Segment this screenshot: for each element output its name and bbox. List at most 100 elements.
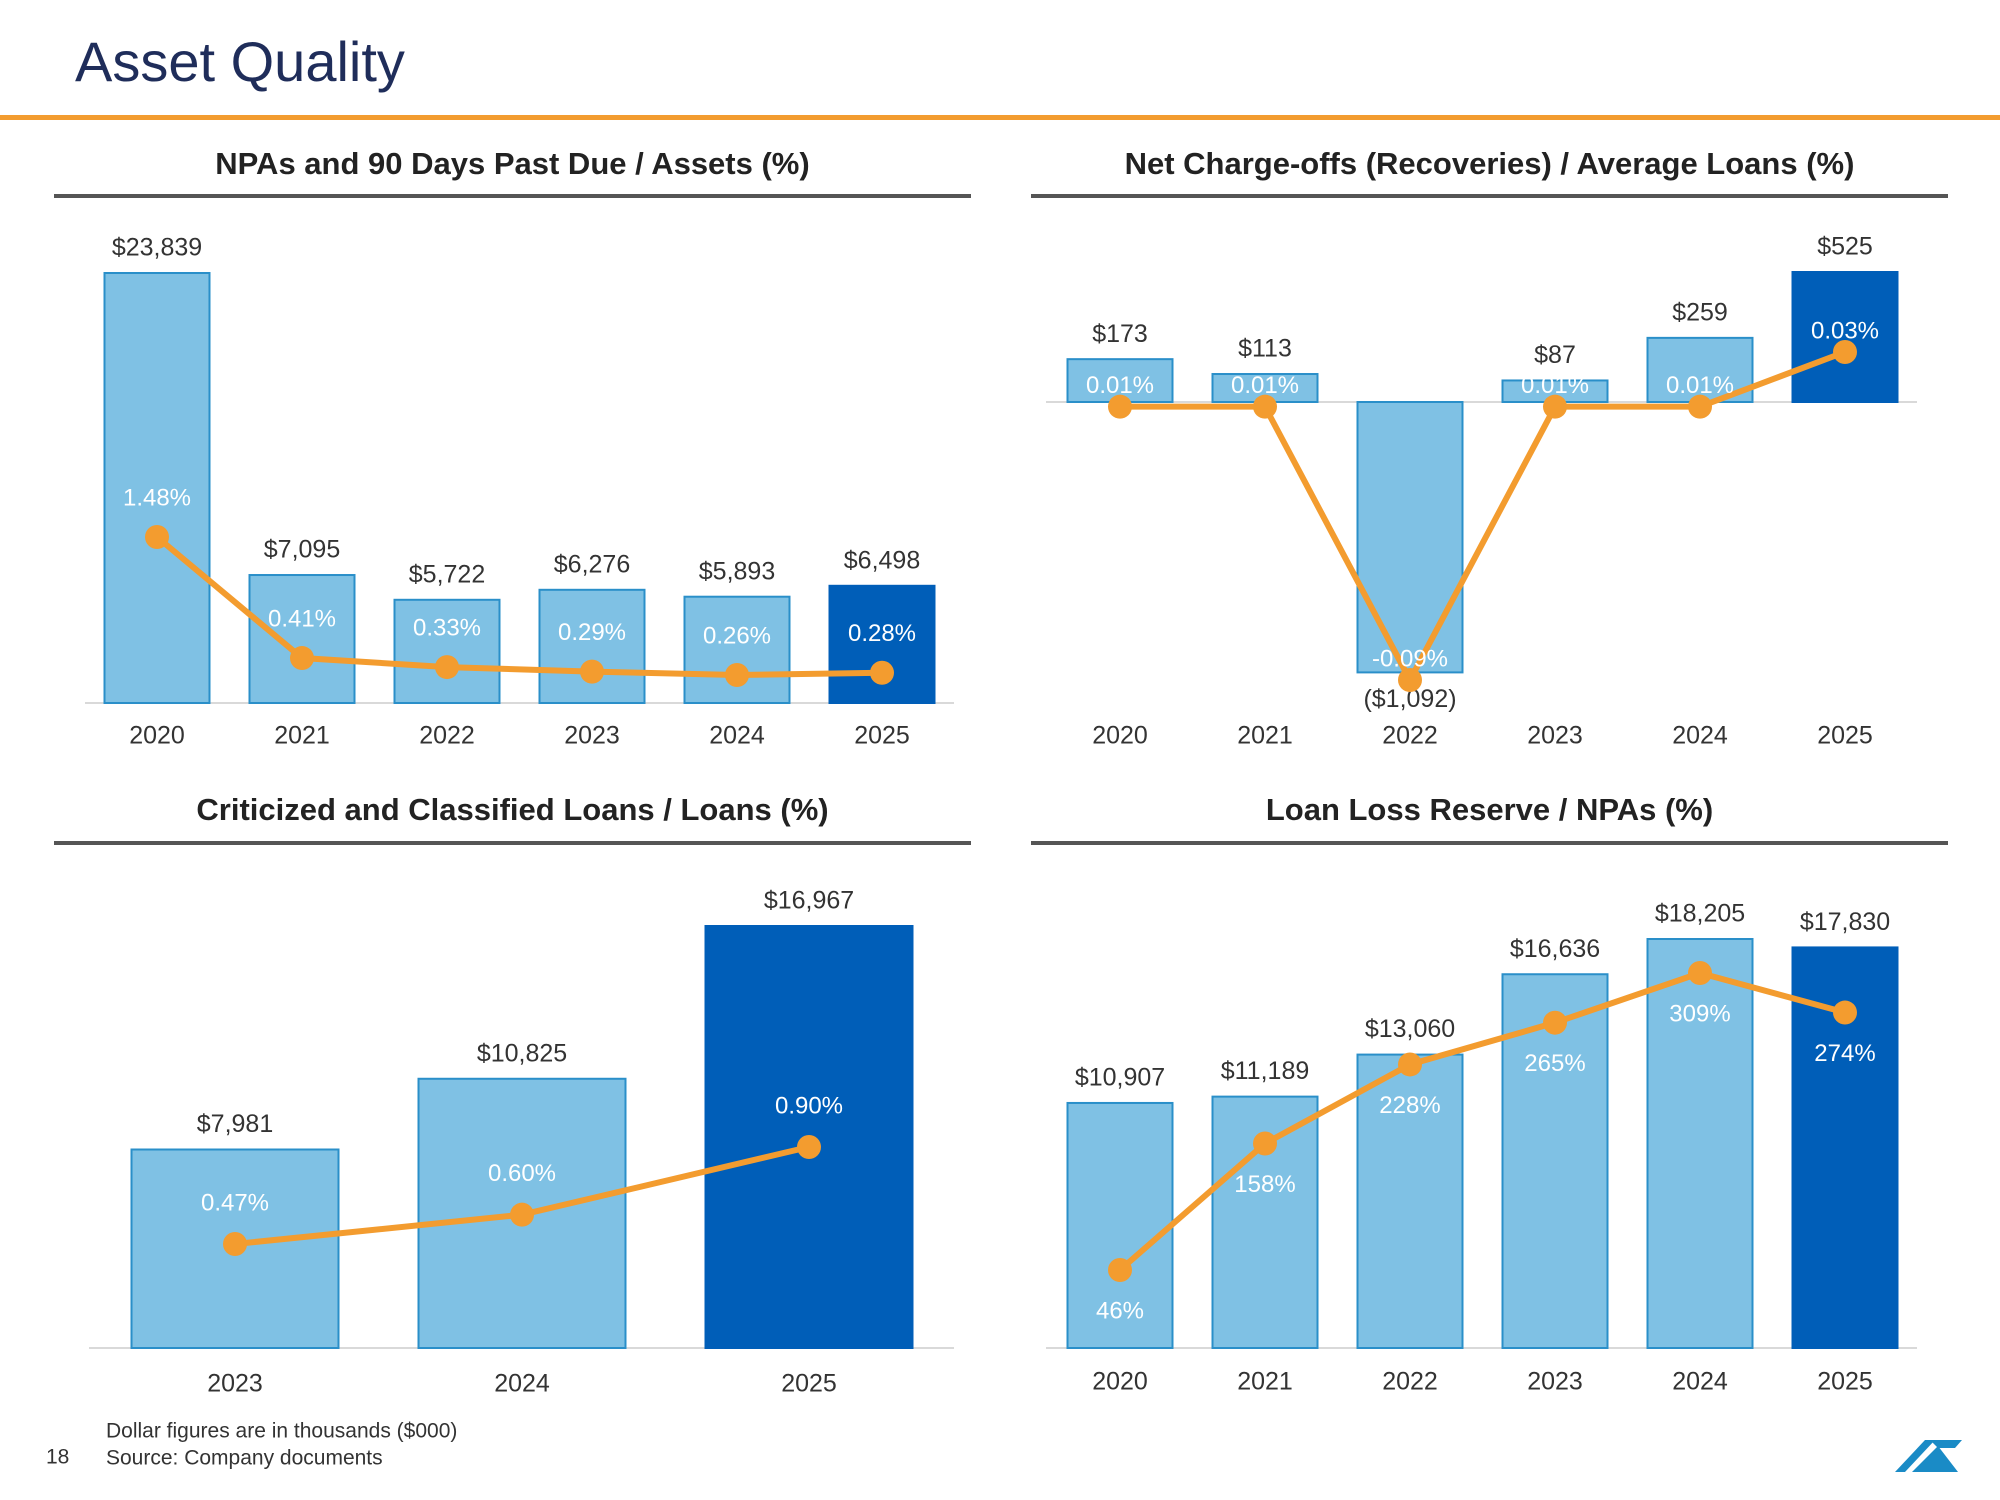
x-tick-label: 2023 — [564, 722, 620, 750]
line-point — [1543, 1010, 1567, 1035]
bar-value-label: $10,907 — [1075, 1064, 1165, 1092]
line — [1118, 969, 1846, 1273]
bar-value-label: $6,276 — [554, 550, 630, 578]
x-tick-label: 2023 — [207, 1370, 263, 1398]
bar-value-label: $23,839 — [112, 234, 202, 262]
bar-value-label: $18,205 — [1655, 900, 1745, 928]
chart-title: Criticized and Classified Loans / Loans … — [196, 792, 828, 827]
line-point — [870, 660, 894, 685]
line — [155, 534, 883, 679]
line-point — [797, 1135, 821, 1159]
bar-value-label: $5,893 — [699, 557, 775, 585]
bar-value-label: $10,825 — [477, 1039, 567, 1067]
x-tick-label: 2024 — [709, 722, 765, 750]
page-number: 18 — [46, 1446, 69, 1469]
x-tick-label: 2023 — [1527, 1368, 1583, 1396]
line-value-label: 274% — [1814, 1040, 1875, 1067]
line-point — [1108, 1258, 1132, 1282]
chart-title: Net Charge-offs (Recoveries) / Average L… — [1125, 146, 1855, 181]
line-value-label: -0.09% — [1372, 645, 1448, 672]
line-point — [1688, 394, 1712, 419]
line-value-label: 0.41% — [268, 605, 336, 632]
x-tick-label: 2024 — [494, 1370, 550, 1398]
line-value-label: 0.26% — [703, 622, 771, 649]
logo — [1895, 1440, 1962, 1472]
line-value-label: 0.01% — [1666, 372, 1734, 399]
x-tick-label: 2025 — [854, 722, 910, 750]
x-tick-label: 2025 — [1817, 722, 1873, 750]
line-point — [1398, 1052, 1422, 1077]
bar — [1356, 401, 1464, 674]
bar — [1066, 1101, 1174, 1350]
x-tick-label: 2021 — [1237, 1368, 1293, 1396]
line — [1120, 349, 1847, 687]
title-underline — [1031, 194, 1948, 198]
chart-title: NPAs and 90 Days Past Due / Assets (%) — [215, 146, 809, 181]
x-tick-label: 2020 — [1092, 1368, 1148, 1396]
x-tick-label: 2022 — [1382, 722, 1438, 750]
line-value-label: 0.28% — [848, 620, 916, 647]
x-tick-label: 2025 — [781, 1370, 837, 1398]
line-value-label: 0.03% — [1811, 317, 1879, 344]
x-tick-label: 2020 — [129, 722, 185, 750]
bar — [1791, 271, 1899, 403]
bar — [103, 272, 211, 704]
bar-value-label: $16,967 — [764, 887, 854, 915]
line-value-label: 46% — [1096, 1297, 1144, 1324]
line-point — [435, 655, 459, 680]
bar — [1501, 973, 1609, 1349]
bar-value-label: $11,189 — [1221, 1057, 1310, 1085]
bar-value-label: $7,981 — [197, 1110, 273, 1138]
line-value-label: 265% — [1524, 1050, 1585, 1077]
bar-value-label: $113 — [1238, 335, 1292, 363]
line-value-label: 0.60% — [488, 1160, 556, 1187]
line-value-label: 0.33% — [413, 614, 481, 641]
bar — [248, 574, 356, 705]
bar — [538, 588, 646, 705]
line-point — [1833, 1000, 1857, 1025]
line-point — [510, 1202, 534, 1227]
x-tick-label: 2021 — [274, 722, 330, 750]
line-point — [1833, 340, 1857, 364]
line-point — [580, 659, 604, 684]
bar-value-label: $173 — [1092, 320, 1148, 348]
line-value-label: 0.01% — [1521, 372, 1589, 399]
bar-value-label: $87 — [1534, 341, 1576, 369]
line-point — [725, 663, 749, 687]
line-point — [1253, 394, 1277, 419]
line-value-label: 1.48% — [123, 484, 191, 511]
bar-value-label: $7,095 — [264, 536, 340, 564]
title-underline — [54, 194, 971, 198]
bar-value-label: $525 — [1817, 233, 1873, 261]
line-point — [1398, 668, 1422, 692]
bar-value-label: $17,830 — [1800, 908, 1890, 936]
x-tick-label: 2024 — [1672, 1368, 1728, 1396]
line-value-label: 309% — [1669, 1000, 1730, 1027]
line-value-label: 0.29% — [558, 619, 626, 646]
line-value-label: 0.90% — [775, 1092, 843, 1119]
title-underline — [54, 841, 971, 845]
x-tick-label: 2022 — [1382, 1368, 1438, 1396]
line-value-label: 0.47% — [201, 1189, 269, 1216]
slide-title: Asset Quality — [75, 30, 405, 93]
footnote: Source: Company documents — [106, 1447, 383, 1470]
line-point — [1688, 961, 1712, 985]
line-value-label: 0.01% — [1231, 372, 1299, 399]
bar-value-label: $16,636 — [1510, 935, 1600, 963]
x-tick-label: 2025 — [1817, 1368, 1873, 1396]
line-point — [1543, 394, 1567, 419]
chart-title: Loan Loss Reserve / NPAs (%) — [1266, 792, 1713, 827]
line-point — [290, 646, 314, 671]
footnote: Dollar figures are in thousands ($000) — [106, 1420, 457, 1443]
bar — [683, 595, 791, 705]
x-tick-label: 2021 — [1237, 722, 1293, 750]
x-tick-label: 2024 — [1672, 722, 1728, 750]
bar — [1356, 1053, 1464, 1349]
bar — [1646, 938, 1754, 1349]
bar — [393, 598, 501, 704]
line-point — [145, 525, 169, 549]
line-value-label: 0.01% — [1086, 372, 1154, 399]
line-point — [1253, 1131, 1277, 1156]
line-value-label: 158% — [1234, 1171, 1295, 1198]
